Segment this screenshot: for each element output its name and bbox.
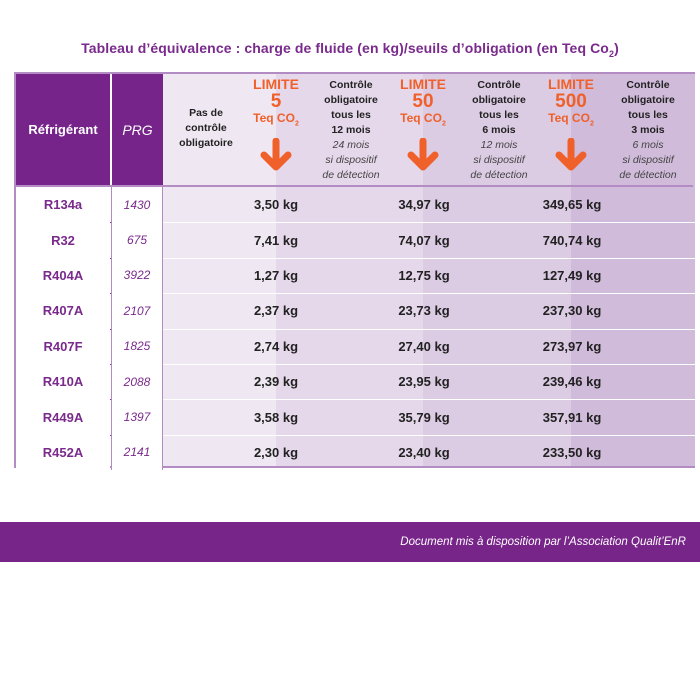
row-divider bbox=[163, 257, 695, 259]
charge-threshold-value: 357,91 kg bbox=[542, 409, 602, 425]
charge-threshold-value: 7,41 kg bbox=[253, 232, 299, 248]
refrigerant-name: R134a bbox=[16, 187, 110, 223]
charge-threshold-value: 127,49 kg bbox=[542, 267, 602, 283]
charge-threshold-value: 740,74 kg bbox=[542, 232, 602, 248]
table-row: R410A 2088 2,39 kg 23,95 kg 239,46 kg bbox=[16, 364, 695, 401]
charge-threshold-value: 2,74 kg bbox=[253, 338, 299, 354]
refrigerant-name: R407A bbox=[16, 293, 110, 329]
refrigerant-name: R404A bbox=[16, 257, 110, 294]
table-row: R407A 2107 2,37 kg 23,73 kg 237,30 kg bbox=[16, 293, 695, 330]
charge-threshold-value: 23,73 kg bbox=[398, 303, 450, 319]
header-divider bbox=[16, 185, 693, 187]
charge-threshold-value: 273,97 kg bbox=[542, 338, 602, 354]
charge-threshold-value: 12,75 kg bbox=[398, 267, 450, 283]
charge-threshold-value: 2,37 kg bbox=[253, 303, 299, 319]
column-band bbox=[571, 74, 695, 466]
limit-500-header: LIMITE 500 Teq CO2 bbox=[531, 74, 611, 185]
control-frequency-header: Contrôle obligatoire tous les 6 mois 12 mois… bbox=[470, 79, 528, 181]
prg-value: 1430 bbox=[111, 187, 163, 223]
refrigerant-name: R410A bbox=[16, 364, 110, 400]
charge-threshold-value: 23,95 kg bbox=[398, 374, 450, 390]
arrow-down-icon bbox=[383, 138, 463, 172]
charge-threshold-value: 233,50 kg bbox=[542, 444, 602, 460]
table-row: R407F 1825 2,74 kg 27,40 kg 273,97 kg bbox=[16, 328, 695, 365]
page-title: Tableau d’équivalence : charge de fluide… bbox=[81, 40, 619, 59]
header-prg: PRG bbox=[111, 74, 163, 185]
header-refrigerant: Réfrigérant bbox=[16, 74, 110, 185]
column-band bbox=[276, 74, 423, 466]
charge-threshold-value: 34,97 kg bbox=[398, 197, 450, 213]
charge-threshold-value: 35,79 kg bbox=[398, 409, 450, 425]
row-divider bbox=[163, 293, 695, 295]
charge-threshold-value: 2,39 kg bbox=[253, 374, 299, 390]
limit-unit: Teq CO2 bbox=[400, 111, 446, 128]
prg-value: 2107 bbox=[111, 293, 163, 329]
limit-value: 500 bbox=[555, 91, 587, 112]
limit-unit: Teq CO2 bbox=[253, 111, 299, 128]
charge-threshold-value: 349,65 kg bbox=[542, 197, 602, 213]
table-row: R404A 3922 1,27 kg 12,75 kg 127,49 kg bbox=[16, 257, 695, 295]
charge-threshold-value: 3,50 kg bbox=[253, 197, 299, 213]
prg-value: 675 bbox=[111, 222, 163, 258]
row-divider bbox=[163, 363, 695, 365]
charge-threshold-value: 237,30 kg bbox=[542, 303, 602, 319]
row-divider bbox=[163, 222, 695, 224]
limit-value: 50 bbox=[412, 91, 434, 112]
limit-value: 5 bbox=[270, 91, 282, 112]
limit-label: LIMITE bbox=[253, 76, 299, 92]
limit-label: LIMITE bbox=[400, 76, 446, 92]
refrigerant-name: R452A bbox=[16, 434, 110, 471]
charge-threshold-value: 3,58 kg bbox=[253, 409, 299, 425]
footer-credit: Document mis à disposition par l’Associa… bbox=[0, 522, 700, 562]
charge-threshold-value: 27,40 kg bbox=[398, 338, 450, 354]
prg-value: 1397 bbox=[111, 399, 163, 435]
refrigerant-name: R32 bbox=[16, 222, 110, 258]
column-band bbox=[423, 74, 571, 466]
limit-label: LIMITE bbox=[548, 76, 594, 92]
header-no-control: Pas de contrôle obligatoire bbox=[179, 107, 233, 149]
charge-threshold-value: 1,27 kg bbox=[253, 267, 299, 283]
table-row: R134a 1430 3,50 kg 34,97 kg 349,65 kg bbox=[16, 187, 695, 224]
row-divider bbox=[163, 328, 695, 330]
prg-value: 3922 bbox=[111, 257, 163, 294]
limit-5-header: LIMITE 5 Teq CO2 bbox=[236, 74, 316, 185]
charge-threshold-value: 2,30 kg bbox=[253, 444, 299, 460]
equivalence-table: Réfrigérant PRG Pas de contrôle obligatoir… bbox=[14, 72, 695, 471]
refrigerant-name: R407F bbox=[16, 328, 110, 364]
prg-value: 1825 bbox=[111, 328, 163, 364]
prg-value: 2088 bbox=[111, 364, 163, 400]
row-divider bbox=[163, 399, 695, 401]
charge-threshold-value: 239,46 kg bbox=[542, 374, 602, 390]
refrigerant-name: R449A bbox=[16, 399, 110, 435]
charge-threshold-value: 23,40 kg bbox=[398, 444, 450, 460]
control-frequency-header: Contrôle obligatoire tous les 3 mois 6 mois s… bbox=[619, 79, 677, 181]
prg-value: 2141 bbox=[111, 434, 163, 471]
limit-unit: Teq CO2 bbox=[548, 111, 594, 128]
arrow-down-icon bbox=[236, 138, 316, 172]
row-divider bbox=[163, 434, 695, 436]
table-row: R32 675 7,41 kg 74,07 kg 740,74 kg bbox=[16, 222, 695, 259]
column-band bbox=[163, 74, 276, 466]
table-row: R452A 2141 2,30 kg 23,40 kg 233,50 kg bbox=[16, 434, 695, 471]
control-frequency-header: Contrôle obligatoire tous les 12 mois 24 moi… bbox=[322, 79, 380, 181]
table-row: R449A 1397 3,58 kg 35,79 kg 357,91 kg bbox=[16, 399, 695, 436]
charge-threshold-value: 74,07 kg bbox=[398, 232, 450, 248]
limit-50-header: LIMITE 50 Teq CO2 bbox=[383, 74, 463, 185]
arrow-down-icon bbox=[531, 138, 611, 172]
